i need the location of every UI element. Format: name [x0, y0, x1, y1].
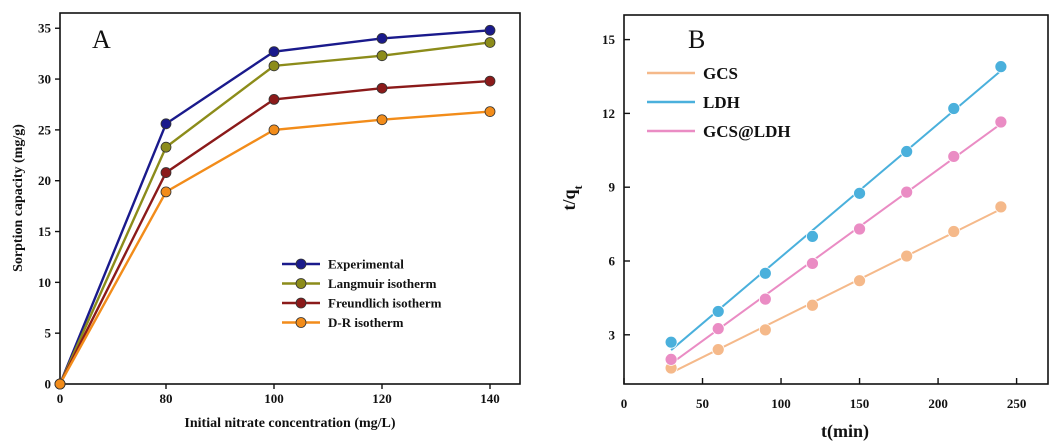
y-tick-label: 12 — [602, 106, 615, 121]
x-axis-label: t(min) — [821, 421, 869, 441]
data-point-experimental — [160, 118, 172, 130]
y-tick-label: 20 — [38, 173, 51, 188]
data-point-freundlich-isotherm — [160, 167, 172, 178]
plot-frame — [59, 12, 521, 385]
data-point-d-r-isotherm — [268, 124, 280, 136]
data-point-gcs-ldh — [758, 292, 772, 306]
legend-marker-langmuir-isotherm — [295, 278, 307, 289]
data-point-gcs-ldh — [711, 322, 725, 336]
data-point-d-r-isotherm — [376, 114, 388, 126]
legend-label-gcs-ldh: GCS@LDH — [703, 122, 791, 141]
y-tick-label: 15 — [38, 224, 52, 239]
legend-label-langmuir-isotherm: Langmuir isotherm — [328, 276, 437, 291]
legend-label-freundlich-isotherm: Freundlich isotherm — [328, 296, 442, 311]
data-point-experimental — [484, 24, 496, 36]
x-tick-label: 80 — [160, 391, 173, 406]
x-tick-label: 250 — [1007, 396, 1027, 411]
data-point-d-r-isotherm — [160, 186, 172, 198]
data-point-ldh — [994, 60, 1008, 74]
legend-label-gcs: GCS — [703, 64, 738, 83]
data-point-ldh — [900, 145, 914, 158]
data-point-gcs — [900, 249, 914, 263]
data-point-gcs — [947, 225, 961, 238]
panel-b-chart: 0 50 100 150 200 250 3 6 9 12 15 t(min) t/qt B GCS LDH G… — [559, 14, 1049, 441]
data-point-ldh — [664, 335, 678, 349]
data-point-ldh — [758, 266, 772, 280]
legend-label-experimental: Experimental — [328, 257, 404, 272]
data-point-gcs-ldh — [994, 115, 1008, 129]
x-tick-label: 120 — [372, 391, 392, 406]
fit-line-gcs — [670, 208, 1002, 374]
x-axis-label: Initial nitrate concentration (mg/L) — [184, 416, 395, 431]
y-tick-label: 25 — [38, 122, 52, 137]
fit-line-ldh — [670, 69, 1002, 351]
y-axis-label: Sorption capacity (mg/g) — [11, 124, 26, 272]
y-tick-label: 15 — [602, 32, 616, 47]
x-tick-label: 0 — [57, 391, 64, 406]
data-point-langmuir-isotherm — [484, 37, 496, 48]
legend-label-d-r-isotherm: D-R isotherm — [328, 315, 404, 330]
data-point-d-r-isotherm — [484, 106, 496, 117]
legend-marker-d-r-isotherm — [295, 317, 307, 328]
data-point-d-r-isotherm — [54, 378, 66, 390]
y-tick-label: 35 — [38, 21, 52, 36]
y-tick-label: 3 — [609, 327, 616, 342]
data-point-ldh — [711, 305, 725, 318]
y-tick-label: 9 — [609, 180, 616, 195]
data-point-langmuir-isotherm — [160, 141, 172, 153]
data-point-experimental — [268, 46, 280, 58]
data-point-experimental — [376, 33, 388, 44]
data-point-ldh — [806, 229, 819, 243]
x-tick-label: 140 — [480, 391, 500, 406]
data-point-gcs-ldh — [900, 185, 914, 199]
data-point-langmuir-isotherm — [268, 60, 280, 72]
panel-a-chart: 0 80 100 120 140 0 5 10 15 20 25 30 35 Initial nitrat… — [11, 12, 521, 431]
data-point-gcs — [853, 274, 866, 288]
legend-label-ldh: LDH — [703, 93, 740, 112]
data-point-gcs — [758, 323, 772, 337]
x-tick-label: 50 — [696, 396, 709, 411]
data-point-langmuir-isotherm — [376, 50, 388, 62]
data-point-freundlich-isotherm — [268, 93, 280, 105]
y-axis-label: t/qt — [559, 185, 585, 210]
y-tick-label: 0 — [45, 377, 52, 392]
legend-marker-experimental — [295, 258, 307, 270]
data-point-gcs — [711, 343, 725, 356]
x-tick-label: 200 — [928, 396, 948, 411]
x-tick-label: 100 — [771, 396, 791, 411]
y-tick-label: 30 — [38, 72, 51, 87]
data-point-gcs-ldh — [664, 352, 678, 366]
panel-label: A — [92, 25, 111, 54]
series-line-langmuir-isotherm — [58, 41, 491, 385]
y-tick-label: 6 — [609, 254, 616, 269]
legend-marker-freundlich-isotherm — [295, 297, 307, 309]
data-point-gcs-ldh — [947, 150, 961, 163]
plot-frame — [623, 14, 1049, 385]
data-point-gcs — [994, 200, 1008, 214]
y-tick-label: 10 — [38, 275, 51, 290]
y-tick-label: 5 — [45, 326, 52, 341]
x-tick-label: 0 — [621, 396, 628, 411]
data-point-ldh — [947, 102, 961, 115]
x-tick-label: 100 — [264, 391, 284, 406]
data-point-freundlich-isotherm — [376, 82, 388, 94]
x-tick-label: 150 — [850, 396, 870, 411]
data-point-gcs — [806, 298, 819, 312]
data-point-gcs-ldh — [806, 257, 819, 270]
data-point-gcs-ldh — [853, 222, 866, 236]
series-line-experimental — [58, 29, 491, 385]
data-point-ldh — [853, 186, 866, 200]
data-point-freundlich-isotherm — [484, 75, 496, 87]
fit-line-gcs-ldh — [670, 123, 1002, 365]
panel-label: B — [688, 25, 705, 54]
series-line-d-r-isotherm — [58, 110, 491, 385]
